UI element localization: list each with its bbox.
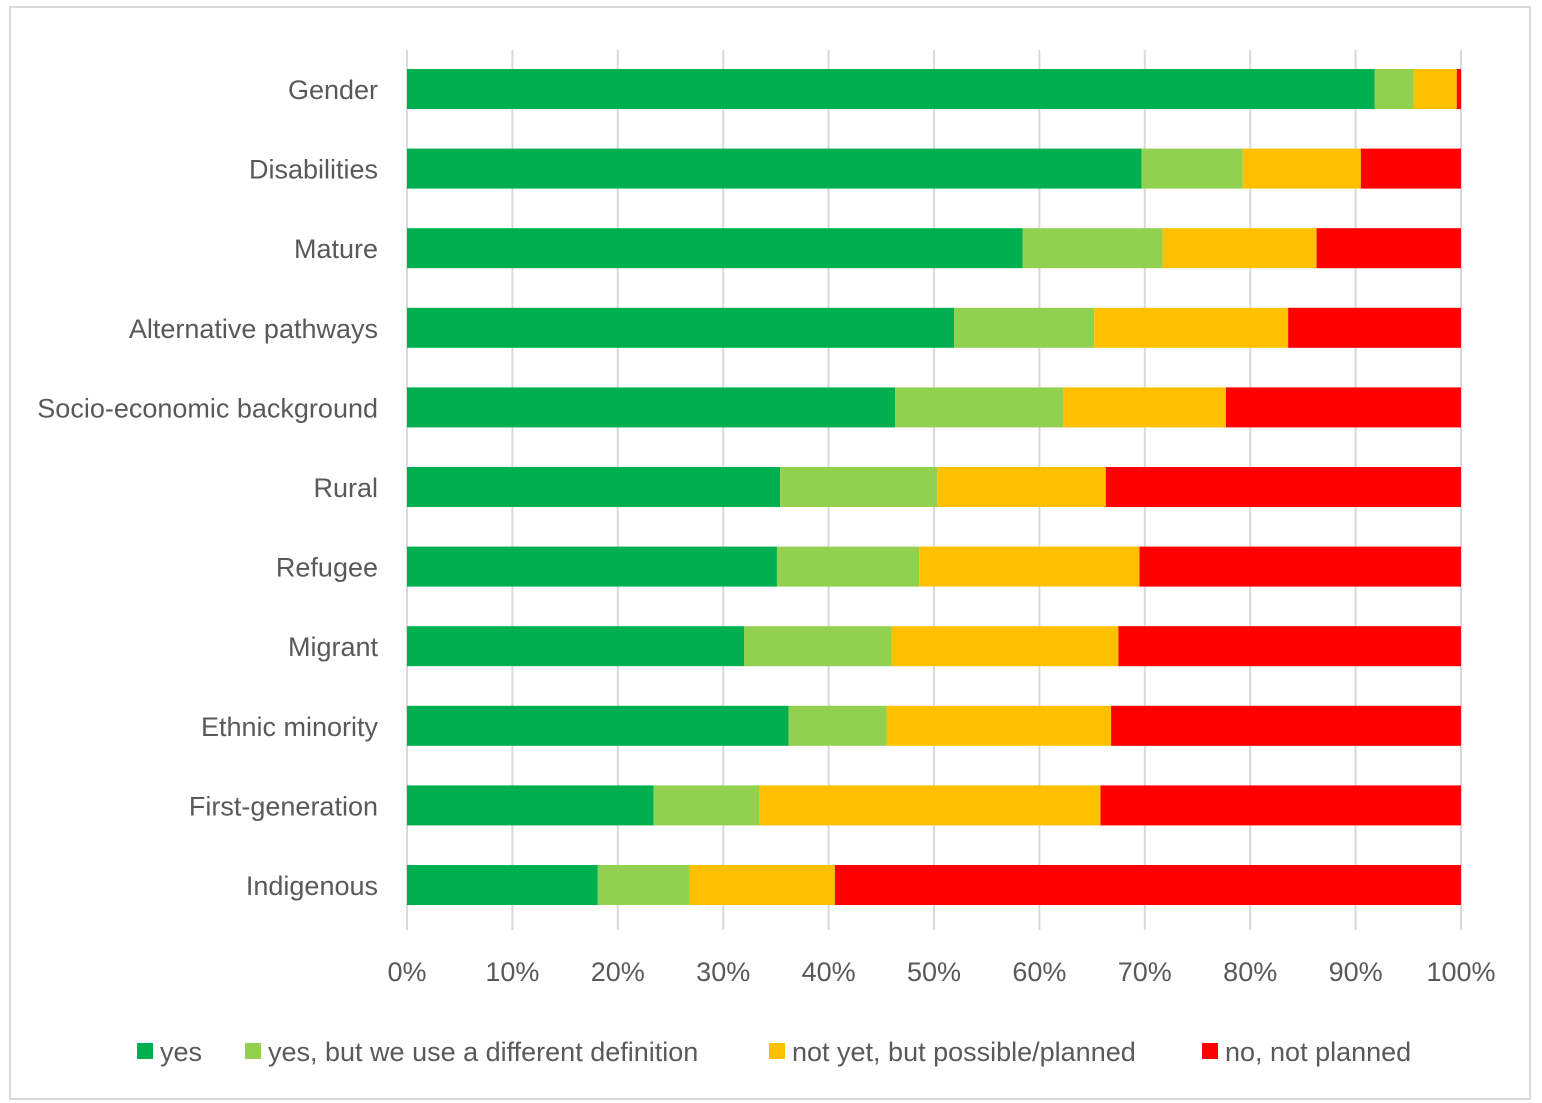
bar-segment: [1105, 467, 1461, 507]
x-tick-label: 70%: [1118, 957, 1172, 987]
category-label: Disabilities: [249, 155, 378, 185]
bar-segment: [1022, 228, 1163, 269]
bar-segment: [1288, 307, 1461, 348]
bar-segment: [407, 228, 1023, 269]
x-tick-label: 0%: [387, 957, 426, 987]
bar-segment: [1141, 148, 1243, 189]
bar-segment: [1316, 228, 1461, 269]
bar-segment: [1413, 69, 1457, 109]
category-label: Mature: [294, 234, 378, 264]
bar-segment: [653, 785, 760, 826]
legend-swatch: [137, 1043, 153, 1059]
legend-label: not yet, but possible/planned: [792, 1037, 1136, 1067]
legend-label: yes, but we use a different definition: [268, 1037, 698, 1067]
category-label: Indigenous: [246, 871, 378, 901]
x-tick-label: 80%: [1223, 957, 1277, 987]
x-tick-label: 90%: [1329, 957, 1383, 987]
bar-segment: [788, 705, 887, 746]
x-tick-label: 20%: [591, 957, 645, 987]
legend-swatch: [245, 1043, 261, 1059]
bar-segment: [1111, 705, 1461, 746]
x-tick-label: 100%: [1426, 957, 1495, 987]
bar-segment: [1360, 148, 1461, 189]
category-label: Ethnic minority: [201, 712, 379, 742]
bar-segment: [780, 467, 938, 507]
bar-segment: [597, 865, 690, 905]
bar-segment: [1139, 546, 1461, 587]
bar-segment: [407, 865, 598, 905]
bar-segment: [407, 626, 745, 667]
bar-segment: [1162, 228, 1317, 269]
bar-segment: [407, 546, 777, 587]
bar-segment: [1225, 387, 1461, 428]
x-tick-label: 40%: [802, 957, 856, 987]
bar-segment: [1100, 785, 1461, 826]
x-tick-labels: 0% 10% 20% 30% 40% 50% 60% 70% 80% 90% 100%: [387, 957, 1495, 987]
bar-segment: [744, 626, 892, 667]
bar-segment: [759, 785, 1101, 826]
x-tick-label: 30%: [696, 957, 750, 987]
x-tick-label: 10%: [485, 957, 539, 987]
legend-swatch: [1202, 1043, 1218, 1059]
bar-segment: [1118, 626, 1461, 667]
category-label: Rural: [313, 473, 378, 503]
bar-segment: [407, 785, 654, 826]
bar-segment: [937, 467, 1106, 507]
bar-segment: [689, 865, 835, 905]
category-labels: Gender Disabilities Mature Alternative path…: [37, 75, 378, 901]
bar-segment: [1374, 69, 1414, 109]
bar-segment: [886, 705, 1112, 746]
bar-segment: [895, 387, 1064, 428]
x-tick-label: 50%: [907, 957, 961, 987]
bar-segment: [407, 467, 781, 507]
category-label: Socio-economic background: [37, 393, 378, 423]
category-label: Refugee: [276, 553, 378, 583]
legend-swatch: [769, 1043, 785, 1059]
bar-segment: [1242, 148, 1361, 189]
category-label: Alternative pathways: [129, 314, 378, 344]
bar-segment: [1063, 387, 1226, 428]
bar-segment: [407, 387, 896, 428]
x-tick-label: 60%: [1012, 957, 1066, 987]
bar-segment: [1094, 307, 1289, 348]
bar-segment: [891, 626, 1119, 667]
legend-label: no, not planned: [1225, 1037, 1411, 1067]
bars: [407, 69, 1461, 905]
bar-segment: [407, 148, 1142, 189]
bar-segment: [407, 705, 789, 746]
legend: yes yes, but we use a different definitio…: [137, 1037, 1411, 1067]
bar-segment: [834, 865, 1461, 905]
legend-label: yes: [160, 1037, 202, 1067]
bar-segment: [407, 307, 955, 348]
category-label: Migrant: [288, 632, 379, 662]
bar-segment: [954, 307, 1095, 348]
bar-segment: [919, 546, 1140, 587]
bar-segment: [407, 69, 1375, 109]
bar-segment: [776, 546, 920, 587]
bar-segment: [1456, 69, 1461, 109]
category-label: First-generation: [189, 791, 378, 821]
category-label: Gender: [288, 75, 378, 105]
